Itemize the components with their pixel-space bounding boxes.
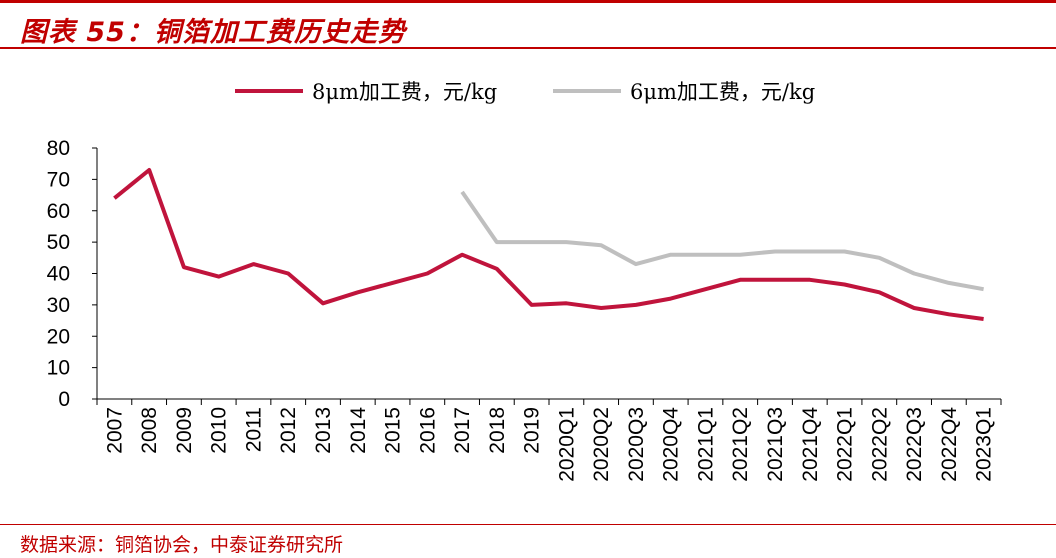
x-tick-label: 2022Q2: [868, 407, 891, 482]
y-tick-label: 20: [47, 325, 70, 348]
y-tick-label: 60: [47, 200, 70, 223]
x-tick-label: 2016: [416, 407, 439, 454]
x-tick-label: 2014: [347, 407, 370, 454]
x-tick-label: 2023Q1: [973, 407, 996, 482]
x-tick-label: 2021Q3: [764, 407, 787, 482]
y-tick-label: 40: [47, 263, 70, 286]
x-tick-label: 2012: [277, 407, 300, 454]
x-tick-label: 2018: [486, 407, 509, 454]
bottom-rule: [0, 524, 1056, 525]
x-tick-label: 2022Q1: [834, 407, 857, 482]
x-tick-label: 2010: [208, 407, 231, 454]
top-rule: [0, 0, 1056, 3]
series-line-0: [113, 168, 984, 321]
x-tick-label: 2017: [451, 407, 474, 454]
y-tick-label: 80: [47, 137, 70, 160]
x-tick-label: 2022Q3: [903, 407, 926, 482]
line-chart: 8μm加工费，元/kg 6μm加工费，元/kg 0 10 20 30 40 50 60 70 80…: [47, 80, 1002, 482]
x-tick-label: 2021Q4: [799, 407, 822, 482]
x-tick-label: 2011: [242, 407, 265, 452]
x-tick-label: 2019: [521, 407, 544, 454]
x-tick-label: 2022Q4: [938, 407, 961, 482]
y-tick-label: 50: [47, 231, 70, 254]
series-layer: [113, 168, 984, 321]
chart-legend: 8μm加工费，元/kg 6μm加工费，元/kg: [235, 80, 815, 104]
x-tick-label: 2007: [103, 407, 126, 454]
x-axis: 2007 2008 2009 2010 2011 2012 2013 2014 2015 2016…: [96, 398, 1002, 482]
x-tick-label: 2020Q3: [625, 407, 648, 482]
figure-title: 图表 55：铜箔加工费历史走势: [20, 17, 406, 48]
series-line-1: [460, 190, 984, 292]
x-tick-label: 2013: [312, 407, 335, 454]
x-tick-label: 2009: [173, 407, 196, 454]
legend-label-1: 6μm加工费，元/kg: [630, 80, 815, 104]
y-tick-label: 0: [58, 388, 70, 411]
y-tick-label: 10: [47, 357, 70, 380]
x-tick-label: 2008: [138, 407, 161, 454]
title-rule: [0, 47, 1056, 49]
legend-label-0: 8μm加工费，元/kg: [312, 80, 497, 104]
y-tick-label: 70: [47, 168, 70, 191]
x-tick-label: 2020Q2: [590, 407, 613, 482]
x-tick-label: 2015: [382, 407, 405, 454]
y-tick-label: 30: [47, 294, 70, 317]
x-tick-label: 2021Q2: [729, 407, 752, 482]
y-axis: 0 10 20 30 40 50 60 70 80: [47, 137, 98, 411]
x-tick-label: 2020Q1: [555, 407, 578, 482]
data-source-note: 数据来源：铜箔协会，中泰证券研究所: [20, 534, 344, 556]
x-tick-label: 2020Q4: [660, 407, 683, 482]
x-tick-label: 2021Q1: [694, 407, 717, 482]
